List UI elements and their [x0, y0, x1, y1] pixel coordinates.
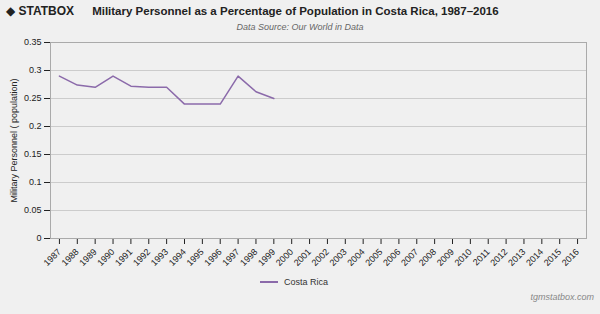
svg-text:0.1: 0.1	[29, 177, 42, 187]
svg-text:2006: 2006	[381, 247, 402, 268]
svg-text:0.05: 0.05	[24, 205, 42, 215]
svg-text:2005: 2005	[363, 247, 384, 268]
svg-text:1987: 1987	[42, 247, 63, 268]
svg-text:1998: 1998	[238, 247, 259, 268]
html-text:◆ STATBOX: ◆ STATBOX	[6, 4, 75, 18]
svg-text:1993: 1993	[149, 247, 170, 268]
svg-text:1989: 1989	[77, 247, 98, 268]
svg-text:2001: 2001	[292, 247, 313, 268]
svg-text:2013: 2013	[506, 247, 527, 268]
svg-text:2009: 2009	[435, 247, 456, 268]
html-text:tgmstatbox.com: tgmstatbox.com	[530, 292, 594, 302]
svg-text:2007: 2007	[399, 247, 420, 268]
svg-text:0.2: 0.2	[29, 121, 42, 131]
svg-text:0.25: 0.25	[24, 93, 42, 103]
svg-text:1999: 1999	[256, 247, 277, 268]
svg-text:1996: 1996	[202, 247, 223, 268]
svg-text:0.15: 0.15	[24, 149, 42, 159]
svg-text:2015: 2015	[542, 247, 563, 268]
svg-text:1988: 1988	[60, 247, 81, 268]
svg-text:1994: 1994	[167, 247, 188, 268]
svg-text:1990: 1990	[95, 247, 116, 268]
svg-text:2004: 2004	[345, 247, 366, 268]
html-text:Data Source: Our World in Data: Data Source: Our World in Data	[236, 22, 364, 32]
svg-text:2008: 2008	[417, 247, 438, 268]
svg-text:2012: 2012	[488, 247, 509, 268]
svg-text:2002: 2002	[310, 247, 331, 268]
svg-text:2000: 2000	[274, 247, 295, 268]
svg-text:1992: 1992	[131, 247, 152, 268]
svg-text:0.35: 0.35	[24, 37, 42, 47]
svg-text:2016: 2016	[560, 247, 581, 268]
svg-text:Military Personnel ( populatio: Military Personnel ( population)	[9, 78, 19, 202]
svg-text:2010: 2010	[453, 247, 474, 268]
svg-text:1991: 1991	[113, 247, 134, 268]
svg-text:1997: 1997	[220, 247, 241, 268]
html-text:Costa Rica: Costa Rica	[284, 277, 328, 287]
html-text:Military Personnel as a Percen: Military Personnel as a Percentage of Po…	[92, 5, 499, 17]
svg-text:0: 0	[36, 233, 41, 243]
svg-text:2003: 2003	[328, 247, 349, 268]
svg-text:0.3: 0.3	[29, 65, 42, 75]
svg-text:2014: 2014	[524, 247, 545, 268]
svg-text:2011: 2011	[471, 247, 492, 268]
svg-text:1995: 1995	[185, 247, 206, 268]
